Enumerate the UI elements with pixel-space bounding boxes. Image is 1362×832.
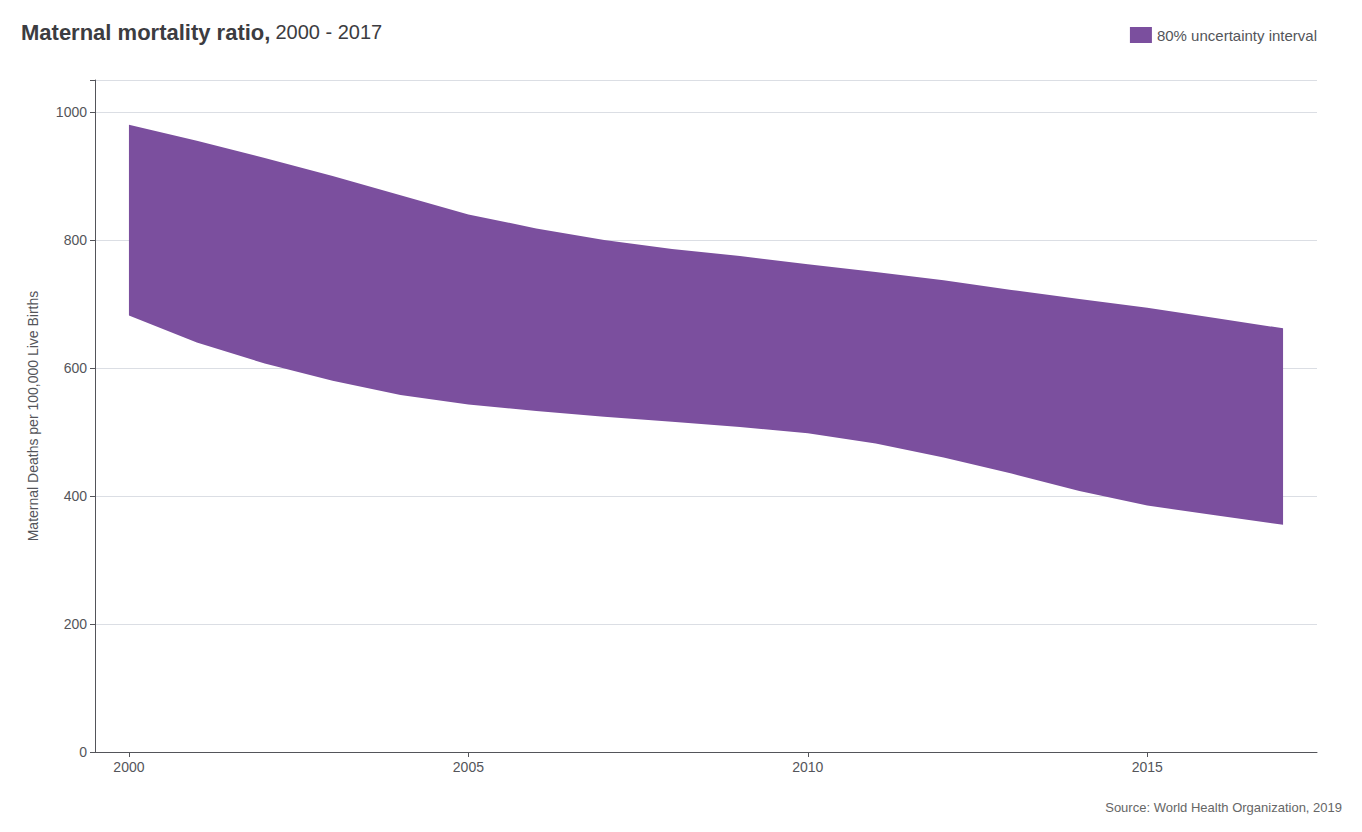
svg-text:800: 800 <box>64 232 88 248</box>
svg-text:2000: 2000 <box>113 759 144 775</box>
svg-text:Source: World Health Organizat: Source: World Health Organization, 2019 <box>1105 800 1342 815</box>
svg-text:Maternal Deaths per 100,000 Li: Maternal Deaths per 100,000 Live Births <box>25 291 41 542</box>
svg-text:2010: 2010 <box>792 759 823 775</box>
svg-text:200: 200 <box>64 616 88 632</box>
svg-text:80% uncertainty interval: 80% uncertainty interval <box>1157 27 1317 44</box>
svg-text:0: 0 <box>79 744 87 760</box>
svg-text:Maternal mortality ratio,: Maternal mortality ratio, <box>21 20 270 45</box>
svg-text:2000 - 2017: 2000 - 2017 <box>275 21 382 43</box>
svg-text:400: 400 <box>64 488 88 504</box>
svg-text:2015: 2015 <box>1132 759 1163 775</box>
svg-text:600: 600 <box>64 360 88 376</box>
svg-text:2005: 2005 <box>453 759 484 775</box>
svg-text:1000: 1000 <box>56 104 87 120</box>
